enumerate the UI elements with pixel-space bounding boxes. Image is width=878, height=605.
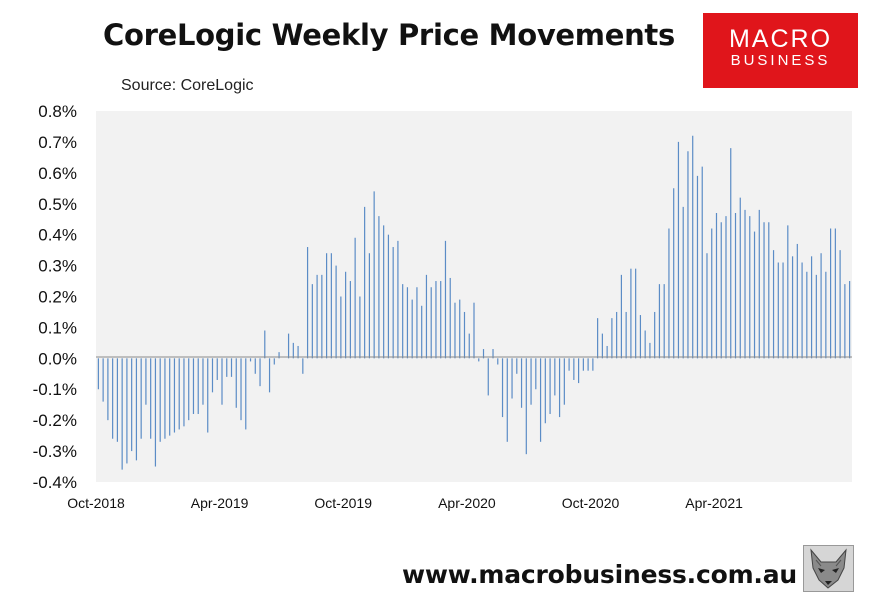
x-tick-label: Apr-2021 [685, 495, 743, 511]
x-tick-label: Apr-2020 [438, 495, 496, 511]
plot-area [96, 111, 852, 482]
y-tick-label: 0.7% [38, 133, 77, 152]
macrobusiness-logo: MACRO BUSINESS [703, 13, 858, 88]
y-tick-label: 0.5% [38, 195, 77, 214]
y-tick-label: -0.2% [33, 411, 77, 430]
y-tick-label: 0.3% [38, 257, 77, 276]
logo-line-business: BUSINESS [730, 52, 831, 69]
y-tick-label: 0.1% [38, 318, 77, 337]
x-tick-label: Oct-2020 [562, 495, 620, 511]
website-url: www.macrobusiness.com.au [402, 560, 797, 589]
y-tick-label: -0.3% [33, 442, 77, 461]
y-tick-label: 0.6% [38, 164, 77, 183]
chart-source: Source: CoreLogic [121, 77, 254, 94]
chart-title: CoreLogic Weekly Price Movements [103, 18, 675, 52]
bar-series [97, 135, 851, 470]
chart-area: 0.8% 0.7% 0.6% 0.5% 0.4% 0.3% 0.2% 0.1% 0.0% -0.1… [33, 102, 852, 511]
y-tick-label: 0.2% [38, 288, 77, 307]
fox-icon [803, 545, 854, 592]
y-tick-label: -0.4% [33, 473, 77, 492]
x-tick-label: Apr-2019 [191, 495, 249, 511]
x-tick-label: Oct-2019 [314, 495, 372, 511]
x-axis: Oct-2018 Apr-2019 Oct-2019 Apr-2020 Oct-2020… [67, 495, 743, 511]
y-tick-label: 0.4% [38, 226, 77, 245]
x-tick-label: Oct-2018 [67, 495, 125, 511]
logo-line-macro: MACRO [728, 25, 833, 53]
y-tick-label: 0.0% [38, 349, 77, 368]
y-tick-label: 0.8% [38, 102, 77, 121]
y-tick-label: -0.1% [33, 380, 77, 399]
y-axis: 0.8% 0.7% 0.6% 0.5% 0.4% 0.3% 0.2% 0.1% 0.0% -0.1… [33, 102, 77, 492]
